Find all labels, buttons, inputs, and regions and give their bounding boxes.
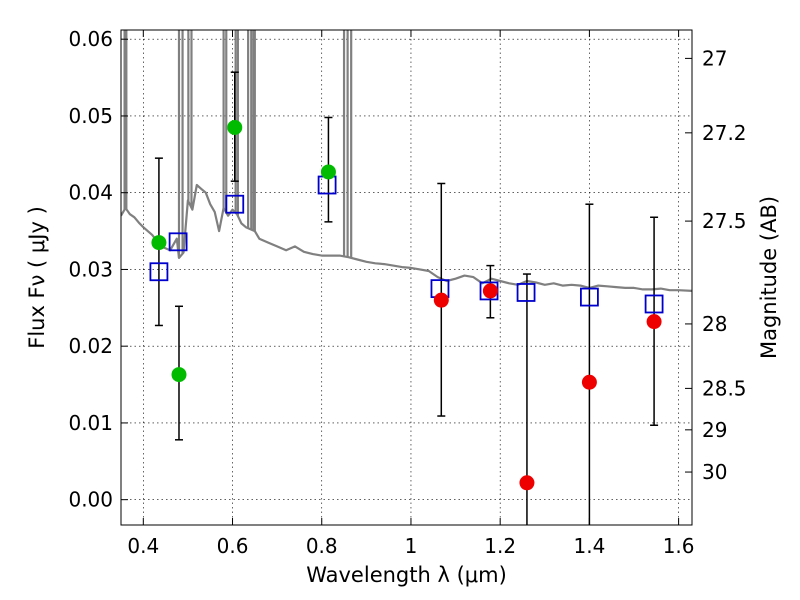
detection-point bbox=[171, 367, 187, 383]
x-tick-label: 0.8 bbox=[306, 534, 338, 558]
model-photometry-square bbox=[168, 232, 188, 252]
x-axis-label: Wavelength λ (μm) bbox=[306, 563, 507, 587]
model-photometry-square bbox=[579, 287, 599, 307]
y-tick-label: 0.02 bbox=[68, 334, 113, 358]
y-tick-label: 0.00 bbox=[68, 488, 113, 512]
y2-tick-label: 29 bbox=[702, 418, 727, 442]
y2-tick-label: 28.5 bbox=[702, 376, 747, 400]
non-detection-point bbox=[482, 283, 498, 299]
plot-frame bbox=[120, 29, 693, 526]
y2-tick-label: 28 bbox=[702, 312, 727, 336]
y2-tick-label: 27.2 bbox=[702, 121, 747, 145]
y-axis-label: Flux Fν ( μJy ) bbox=[25, 206, 49, 349]
non-detection-point bbox=[646, 314, 662, 330]
y2-tick-label: 30 bbox=[702, 460, 727, 484]
model-photometry-square bbox=[149, 262, 169, 282]
error-bars-layer bbox=[154, 71, 659, 525]
y-tick-label: 0.06 bbox=[68, 27, 113, 51]
y2-tick-label: 27 bbox=[702, 46, 727, 70]
x-tick-label: 1.4 bbox=[573, 534, 605, 558]
x-tick-label: 0.4 bbox=[127, 534, 159, 558]
markers-layer bbox=[149, 119, 664, 491]
y-tick-label: 0.01 bbox=[68, 411, 113, 435]
model-photometry-square bbox=[644, 294, 664, 314]
non-detection-point bbox=[581, 374, 597, 390]
y2-axis-label: Magnitude (AB) bbox=[757, 196, 781, 359]
x-tick-label: 1.2 bbox=[484, 534, 516, 558]
model-photometry-square bbox=[225, 194, 245, 214]
non-detection-point bbox=[433, 292, 449, 308]
x-tick-label: 1 bbox=[405, 534, 418, 558]
non-detection-point bbox=[519, 475, 535, 491]
detection-point bbox=[227, 119, 243, 135]
model-photometry-square bbox=[516, 283, 536, 302]
x-tick-label: 0.6 bbox=[217, 534, 249, 558]
detection-point bbox=[151, 235, 167, 251]
y-tick-label: 0.04 bbox=[68, 181, 113, 205]
model-sed-line bbox=[121, 183, 692, 292]
model-sed-layer bbox=[121, 30, 692, 292]
grid-layer bbox=[121, 30, 692, 525]
ticks-layer: 0.4 0.6 0.8 1 1.2 1.4 1.6 0.00 0.01 0.02 0.03 0.04 0… bbox=[68, 27, 746, 558]
detection-point bbox=[320, 164, 336, 180]
y2-tick-label: 27.5 bbox=[702, 209, 747, 233]
x-tick-label: 1.6 bbox=[663, 534, 695, 558]
y-tick-label: 0.03 bbox=[68, 257, 113, 281]
y-tick-label: 0.05 bbox=[68, 104, 113, 128]
